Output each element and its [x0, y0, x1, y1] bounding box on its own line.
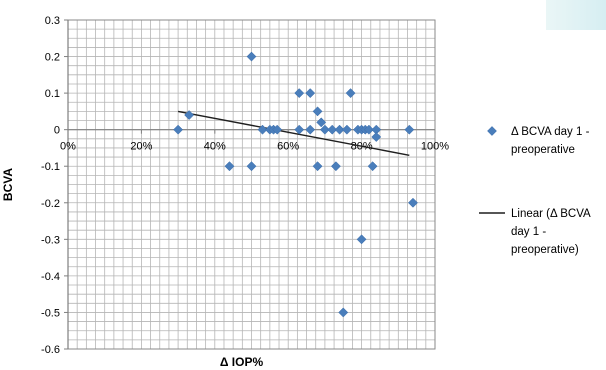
data-point: [404, 124, 415, 135]
legend-series-label: preoperative: [511, 144, 575, 156]
chart-axes: 0.3 0.2 0.1 0 -0.1 -0.2 -0.3 -0.4 -0.5 -0.6 0% 20% 4…: [41, 15, 449, 356]
x-axis-title: Δ IOP%: [220, 355, 264, 369]
data-point: [341, 124, 352, 135]
data-point: [345, 88, 356, 99]
data-point: [338, 307, 349, 318]
trendline-layer: [177, 110, 410, 156]
data-point: [312, 106, 323, 117]
y-tick-label: -0.5: [41, 307, 60, 319]
x-tick-label: 60%: [277, 141, 299, 153]
data-point: [294, 124, 305, 135]
data-point: [184, 110, 195, 120]
data-point: [257, 124, 268, 135]
legend-marker-series: [487, 126, 497, 136]
x-tick-label: 40%: [204, 141, 226, 153]
x-tick-label: 100%: [421, 141, 449, 153]
data-point: [305, 88, 316, 99]
data-point: [294, 88, 305, 99]
data-point: [246, 51, 257, 62]
data-point: [224, 161, 235, 172]
y-tick-label: 0: [54, 125, 60, 137]
data-point: [408, 197, 418, 208]
data-point: [327, 124, 338, 135]
legend-series-label: Δ BCVA day 1 -: [511, 126, 590, 138]
trendline: [177, 110, 410, 156]
data-point: [334, 124, 345, 135]
data-point: [363, 124, 374, 135]
y-tick-label: -0.2: [41, 198, 60, 210]
plot-grid: [67, 19, 436, 350]
y-tick-label: -0.4: [41, 271, 60, 283]
y-axis-title: BCVA: [1, 168, 15, 201]
data-point: [330, 161, 341, 172]
data-point: [371, 132, 382, 142]
data-point: [272, 124, 283, 135]
data-point: [367, 161, 378, 172]
data-point: [356, 234, 367, 245]
legend-trendline-label: day 1 -: [511, 226, 546, 238]
data-point: [246, 161, 257, 172]
data-point: [312, 161, 323, 172]
legend-trendline-label: preoperative): [511, 244, 579, 256]
y-tick-label: -0.6: [41, 344, 60, 356]
corner-decoration: [546, 0, 606, 30]
y-tick-label: 0.3: [45, 15, 60, 27]
data-point: [305, 124, 316, 135]
data-point: [316, 117, 327, 128]
legend-trendline-label: Linear (Δ BCVA: [511, 208, 591, 220]
y-tick-label: -0.1: [41, 161, 60, 173]
data-points: [173, 51, 418, 318]
data-point: [319, 124, 330, 135]
chart-legend: Δ BCVA day 1 - preoperative Linear (Δ BCVA…: [479, 126, 591, 256]
y-tick-label: -0.3: [41, 234, 60, 246]
x-tick-label: 0%: [60, 141, 76, 153]
data-point: [173, 124, 184, 135]
y-tick-label: 0.1: [45, 88, 60, 100]
x-tick-label: 20%: [130, 141, 152, 153]
y-tick-label: 0.2: [45, 52, 60, 64]
